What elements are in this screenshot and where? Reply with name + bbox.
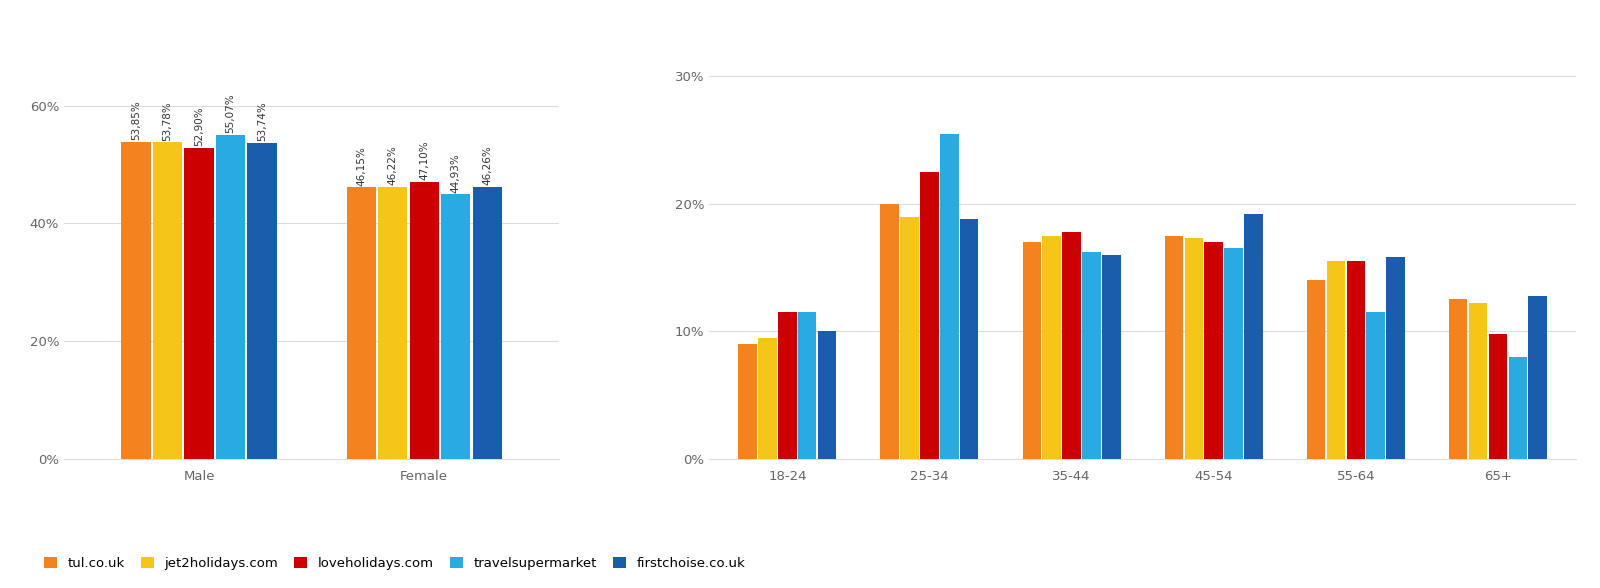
- Bar: [1366, 312, 1386, 459]
- Text: 55,07%: 55,07%: [226, 93, 235, 133]
- Text: 53,74%: 53,74%: [258, 101, 267, 141]
- Legend: tul.co.uk, jet2holidays.com, loveholidays.com, travelsupermarket, firstchoise.co: tul.co.uk, jet2holidays.com, loveholiday…: [38, 552, 750, 576]
- Bar: [1469, 303, 1486, 459]
- Bar: [920, 172, 939, 459]
- Bar: [880, 204, 899, 459]
- Bar: [472, 186, 502, 459]
- Text: 53,78%: 53,78%: [163, 101, 173, 141]
- Text: 46,22%: 46,22%: [387, 145, 398, 185]
- Bar: [1224, 248, 1243, 459]
- Bar: [818, 331, 837, 459]
- Bar: [1509, 357, 1526, 459]
- Bar: [1165, 236, 1182, 459]
- Text: 46,26%: 46,26%: [482, 145, 493, 185]
- Bar: [1450, 299, 1467, 459]
- Bar: [216, 135, 245, 459]
- Bar: [1386, 258, 1405, 459]
- Bar: [1347, 261, 1365, 459]
- Bar: [738, 344, 757, 459]
- Text: 47,10%: 47,10%: [419, 141, 429, 180]
- Bar: [758, 338, 776, 459]
- Bar: [1488, 334, 1507, 459]
- Bar: [941, 134, 958, 459]
- Bar: [1245, 214, 1262, 459]
- Bar: [347, 187, 376, 459]
- Bar: [1062, 232, 1080, 459]
- Bar: [1082, 252, 1101, 459]
- Bar: [960, 219, 979, 459]
- Bar: [778, 312, 797, 459]
- Bar: [442, 195, 470, 459]
- Bar: [154, 142, 182, 459]
- Bar: [184, 148, 214, 459]
- Bar: [1528, 296, 1547, 459]
- Bar: [378, 187, 408, 459]
- Text: 44,93%: 44,93%: [451, 153, 461, 193]
- Bar: [1205, 242, 1222, 459]
- Bar: [901, 216, 918, 459]
- Bar: [410, 182, 438, 459]
- Text: 53,85%: 53,85%: [131, 101, 141, 140]
- Bar: [1326, 261, 1346, 459]
- Bar: [1307, 280, 1325, 459]
- Bar: [1022, 242, 1042, 459]
- Bar: [1043, 236, 1061, 459]
- Text: 52,90%: 52,90%: [194, 106, 205, 146]
- Text: 46,15%: 46,15%: [357, 146, 366, 186]
- Bar: [248, 143, 277, 459]
- Bar: [1184, 238, 1203, 459]
- Bar: [798, 312, 816, 459]
- Bar: [122, 142, 150, 459]
- Bar: [1102, 255, 1120, 459]
